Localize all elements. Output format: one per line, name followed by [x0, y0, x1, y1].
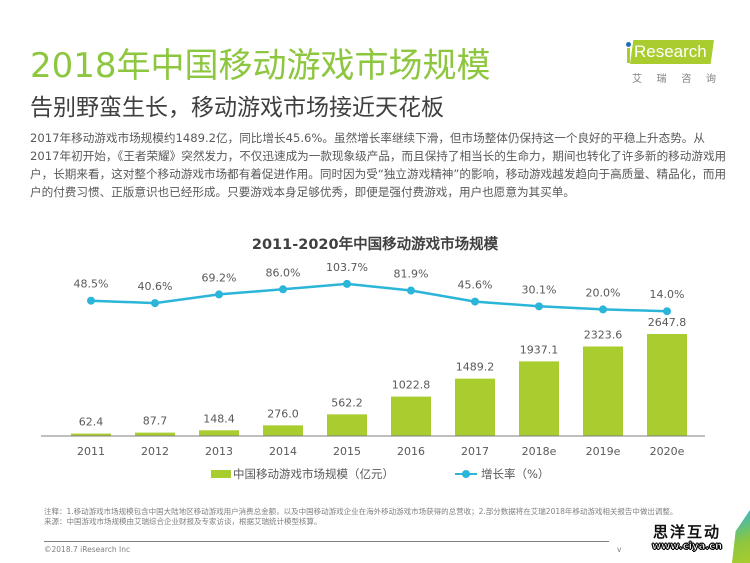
logo-cn-char: 艾 [632, 74, 642, 85]
bar [199, 430, 239, 436]
page-marker: v [617, 545, 622, 554]
bar-value-label: 148.4 [203, 412, 235, 425]
bar [71, 433, 111, 436]
bar [327, 414, 367, 436]
page-subtitle: 告别野蛮生长，移动游戏市场接近天花板 [30, 95, 444, 121]
iresearch-logo: Research 艾 瑞 咨 询 [612, 40, 732, 86]
bar [135, 432, 175, 436]
rate-value-label: 30.1% [522, 283, 557, 296]
note-text: 注释：1.移动游戏市场规模包含中国大陆地区移动游戏用户消费总金额，以及中国移动游… [44, 507, 678, 516]
legend-item-growth-rate: 增长率（%） [455, 466, 549, 482]
rate-point [471, 297, 479, 306]
x-tick-label: 2015 [333, 445, 361, 458]
bar [519, 361, 559, 436]
x-tick-label: 2019e [586, 445, 621, 458]
source-text: 来源：中国游戏市场规模由艾瑞综合企业财报及专家访谈，根据艾瑞统计模型核算。 [44, 517, 322, 526]
logo-cn-char: 咨 [681, 74, 692, 85]
rate-value-label: 45.6% [458, 279, 493, 292]
logo-dot-icon [626, 42, 631, 47]
chart-title: 2011-2020年中国移动游戏市场规模 [251, 237, 499, 253]
bar-value-label: 2647.8 [648, 316, 687, 329]
x-tick-label: 2011 [77, 445, 105, 458]
rate-value-label: 86.0% [266, 266, 301, 279]
rate-value-label: 40.6% [138, 280, 173, 293]
page-title: 2018年中国移动游戏市场规模 [30, 46, 491, 86]
bar-value-label: 1937.1 [520, 343, 559, 356]
rate-point [343, 279, 351, 288]
x-tick-label: 2018e [522, 445, 557, 458]
bar [647, 334, 687, 436]
x-tick-label: 2016 [397, 445, 425, 458]
logo-banner [630, 40, 714, 64]
x-tick-label: 2020e [650, 445, 685, 458]
logo-cn-char: 瑞 [656, 74, 667, 85]
logo-i-mark [627, 48, 630, 63]
rate-point [535, 302, 543, 311]
rate-point [215, 290, 223, 299]
rate-value-label: 14.0% [650, 288, 685, 301]
bar [455, 378, 495, 436]
rate-value-label: 81.9% [394, 268, 429, 281]
corner-decoration [732, 510, 750, 563]
x-tick-label: 2014 [269, 445, 297, 458]
growth-rate-line [90, 282, 668, 313]
footer-divider [44, 541, 609, 542]
watermark: 思洋互动 www.ciya.cn [647, 524, 727, 553]
footnotes: 注释：1.移动游戏市场规模包含中国大陆地区移动游戏用户消费总金额，以及中国移动游… [44, 507, 704, 527]
x-tick-label: 2012 [141, 445, 169, 458]
watermark-url: www.ciya.cn [651, 541, 723, 553]
legend-bar-swatch [211, 470, 231, 478]
legend-label-market-size: 中国移动游戏市场规模（亿元） [233, 467, 394, 481]
bar-value-label: 62.4 [79, 416, 104, 429]
body-paragraph: 2017年移动游戏市场规模约1489.2亿，同比增长45.6%。虽然增长率继续下… [30, 131, 727, 199]
rate-value-label: 48.5% [74, 278, 109, 291]
copyright: ©2018.7 iResearch Inc [44, 545, 131, 554]
bar-value-label: 276.0 [267, 407, 299, 420]
bar [263, 425, 303, 436]
rate-point [151, 299, 159, 308]
bar-value-label: 2323.6 [584, 328, 623, 341]
x-tick-label: 2017 [461, 445, 489, 458]
bar-value-label: 562.2 [331, 396, 363, 409]
rate-point [407, 286, 415, 295]
rate-point [663, 307, 671, 316]
logo-cn-char: 询 [705, 74, 716, 85]
rate-value-label: 103.7% [326, 261, 368, 274]
legend-line-marker-icon [455, 470, 477, 478]
bar-value-label: 1022.8 [392, 379, 431, 392]
rate-value-label: 20.0% [586, 286, 621, 299]
combo-chart: 2011 2012 2013 2014 2015 2016 2017 2018e 2019e 20… [41, 261, 705, 458]
bar-value-label: 1489.2 [456, 361, 495, 374]
logo-text: Research [634, 42, 707, 61]
logo-cn: 艾 瑞 咨 询 [632, 70, 716, 85]
legend-label-growth-rate: 增长率（%） [481, 467, 550, 481]
bar-value-label: 87.7 [143, 415, 168, 428]
chart-legend: 中国移动游戏市场规模（亿元） 增长率（%） [0, 466, 750, 486]
legend-item-market-size: 中国移动游戏市场规模（亿元） [211, 466, 394, 482]
rate-point [599, 305, 607, 314]
x-tick-label: 2013 [205, 445, 233, 458]
watermark-cn: 思洋互动 [652, 523, 721, 541]
rate-value-label: 69.2% [202, 271, 237, 284]
rate-point [87, 296, 95, 305]
bar [391, 396, 431, 436]
bar [583, 346, 623, 436]
rate-point [279, 285, 287, 294]
